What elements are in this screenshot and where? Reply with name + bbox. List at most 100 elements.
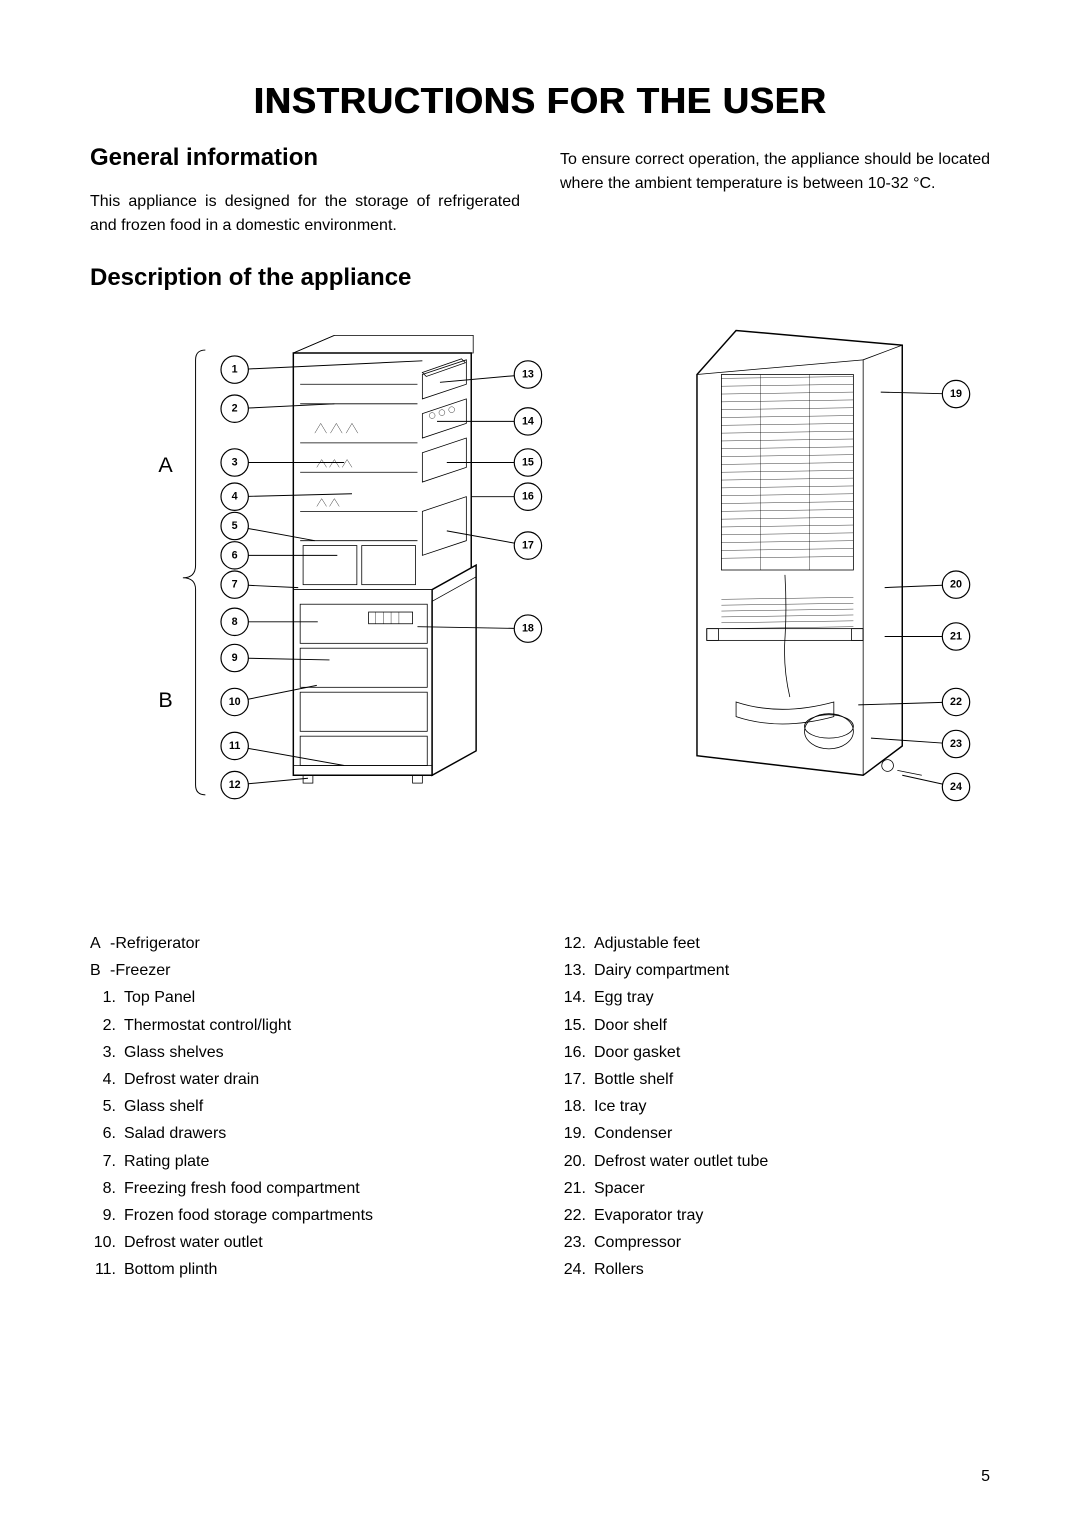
item-text: Glass shelves [124,1039,224,1066]
parts-list: A - RefrigeratorB - Freezer1.Top Panel2.… [90,930,990,1283]
parts-item: 22.Evaporator tray [560,1202,990,1229]
item-num: 16. [560,1039,594,1066]
svg-text:3: 3 [232,456,238,468]
callout-7: 7 [221,571,298,598]
parts-item: 6.Salad drawers [90,1120,520,1147]
svg-text:20: 20 [950,579,962,591]
diagram-row: A B [90,310,990,900]
parts-item: 24.Rollers [560,1256,990,1283]
item-text: Evaporator tray [594,1202,703,1229]
svg-text:9: 9 [232,652,238,664]
parts-letter-A: A - Refrigerator [90,930,520,957]
item-num: 6. [90,1120,124,1147]
parts-item: 14.Egg tray [560,984,990,1011]
svg-text:23: 23 [950,738,962,750]
item-text: Top Panel [124,984,195,1011]
item-text: Defrost water outlet [124,1229,263,1256]
callout-16: 16 [471,483,541,510]
item-text: Spacer [594,1175,645,1202]
svg-text:17: 17 [522,540,534,552]
svg-text:12: 12 [229,779,241,791]
parts-item: 12.Adjustable feet [560,930,990,957]
item-num: 21. [560,1175,594,1202]
svg-text:21: 21 [950,630,962,642]
parts-item: 16.Door gasket [560,1039,990,1066]
parts-item: 21.Spacer [560,1175,990,1202]
svg-text:4: 4 [232,491,238,503]
parts-item: 11.Bottom plinth [90,1256,520,1283]
parts-left-column: A - RefrigeratorB - Freezer1.Top Panel2.… [90,930,520,1283]
svg-text:2: 2 [232,403,238,415]
item-text: Condenser [594,1120,672,1147]
letter: A [90,930,110,957]
section-a-label: A [158,453,173,477]
parts-item: 19.Condenser [560,1120,990,1147]
item-text: Compressor [594,1229,681,1256]
item-text: Dairy compartment [594,957,729,984]
svg-text:1: 1 [232,364,238,376]
svg-text:10: 10 [229,696,241,708]
item-num: 13. [560,957,594,984]
item-num: 4. [90,1066,124,1093]
item-num: 20. [560,1148,594,1175]
item-text: Ice tray [594,1093,646,1120]
item-text: Egg tray [594,984,654,1011]
item-text: Rating plate [124,1148,209,1175]
item-text: Frozen food storage compartments [124,1202,373,1229]
callout-24: 24 [902,773,969,800]
svg-text:6: 6 [232,549,238,561]
svg-text:24: 24 [950,781,962,793]
item-text: Bottle shelf [594,1066,673,1093]
parts-item: 3.Glass shelves [90,1039,520,1066]
parts-item: 5.Glass shelf [90,1093,520,1120]
parts-item: 23.Compressor [560,1229,990,1256]
svg-text:11: 11 [229,740,240,752]
item-text: Defrost water drain [124,1066,259,1093]
letter: B [90,957,110,984]
item-text: Bottom plinth [124,1256,217,1283]
parts-item: 18.Ice tray [560,1093,990,1120]
item-num: 1. [90,984,124,1011]
parts-item: 9.Frozen food storage compartments [90,1202,520,1229]
item-num: 22. [560,1202,594,1229]
parts-item: 13.Dairy compartment [560,957,990,984]
item-num: 10. [90,1229,124,1256]
svg-text:13: 13 [522,368,534,380]
item-text: Thermostat control/light [124,1012,291,1039]
item-num: 17. [560,1066,594,1093]
parts-item: 20.Defrost water outlet tube [560,1148,990,1175]
svg-text:19: 19 [950,388,962,400]
svg-text:16: 16 [522,491,534,503]
parts-item: 17.Bottle shelf [560,1066,990,1093]
svg-text:15: 15 [522,456,534,468]
general-info-body: This appliance is designed for the stora… [90,190,520,238]
item-text: Door gasket [594,1039,680,1066]
item-text: Glass shelf [124,1093,203,1120]
item-text: Freezing fresh food compartment [124,1175,360,1202]
item-num: 2. [90,1012,124,1039]
item-num: 18. [560,1093,594,1120]
svg-text:8: 8 [232,616,238,628]
item-text: Rollers [594,1256,644,1283]
intro-columns: General information This appliance is de… [90,144,990,238]
item-num: 23. [560,1229,594,1256]
parts-item: 10.Defrost water outlet [90,1229,520,1256]
item-num: 7. [90,1148,124,1175]
parts-item: 8.Freezing fresh food compartment [90,1175,520,1202]
item-num: 11. [90,1256,124,1283]
general-info-heading: General information [90,144,520,172]
item-num: 15. [560,1012,594,1039]
item-num: 9. [90,1202,124,1229]
front-diagram: A B [90,310,579,830]
letter-text: Refrigerator [115,930,199,957]
item-num: 24. [560,1256,594,1283]
parts-item: 15.Door shelf [560,1012,990,1039]
parts-item: 2.Thermostat control/light [90,1012,520,1039]
item-text: Adjustable feet [594,930,700,957]
svg-text:5: 5 [232,520,238,532]
item-num: 3. [90,1039,124,1066]
main-title: INSTRUCTIONS FOR THE USER [90,80,990,122]
description-heading: Description of the appliance [90,264,990,292]
parts-right-column: 12.Adjustable feet13.Dairy compartment14… [560,930,990,1283]
parts-letter-B: B - Freezer [90,957,520,984]
